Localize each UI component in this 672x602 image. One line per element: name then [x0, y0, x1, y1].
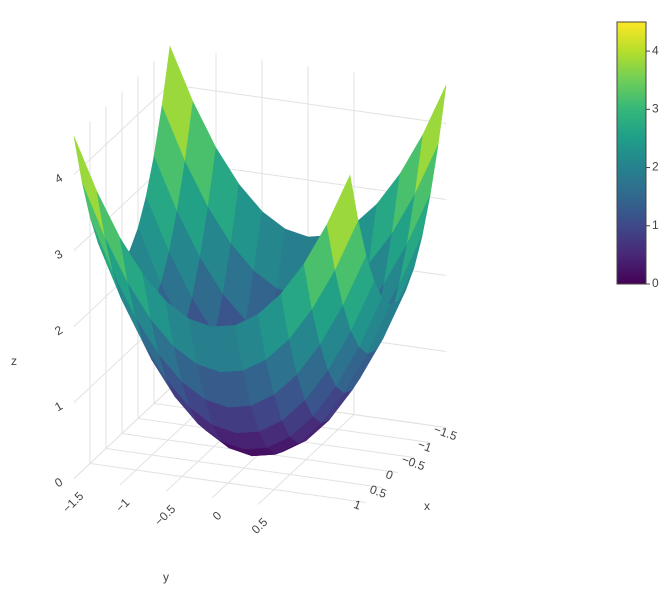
y-tick-label: 0.5	[249, 515, 271, 537]
x-tick-label: −1	[416, 437, 434, 455]
colorbar-tick-label: 3	[652, 102, 659, 116]
z-tick-label: 4	[52, 171, 65, 187]
surface	[73, 45, 447, 457]
colorbar-tick-label: 1	[652, 218, 659, 232]
surface-cell	[326, 174, 359, 271]
x-tick-label: 0	[384, 467, 395, 483]
z-tick-label: 2	[52, 323, 65, 339]
y-tick-label: −0.5	[152, 502, 179, 529]
x-tick-label: 1	[352, 497, 363, 513]
colorbar-tick-label: 2	[652, 160, 659, 174]
z-tick-label: 3	[52, 247, 65, 263]
x-tick-label: 0.5	[368, 482, 389, 501]
y-axis-title: y	[163, 570, 169, 584]
colorbar-scale	[616, 21, 647, 285]
x-tick-label: −0.5	[400, 452, 427, 473]
y-tick-label: −1	[113, 495, 133, 515]
y-tick-label: 0	[210, 508, 225, 523]
x-tick-label: −1.5	[432, 422, 459, 443]
z-tick-label: 1	[52, 399, 65, 415]
y-tick-label: −1.5	[60, 489, 87, 516]
axis-labels: x y z	[11, 354, 430, 584]
colorbar: 0 1 2 3 4	[616, 21, 659, 290]
z-tick-label: 0	[52, 475, 65, 491]
x-axis-title: x	[424, 499, 430, 513]
z-axis-title: z	[11, 354, 17, 368]
colorbar-tick-label: 4	[652, 43, 659, 57]
z-grid-line	[73, 83, 447, 175]
colorbar-tick-label: 0	[652, 276, 659, 290]
